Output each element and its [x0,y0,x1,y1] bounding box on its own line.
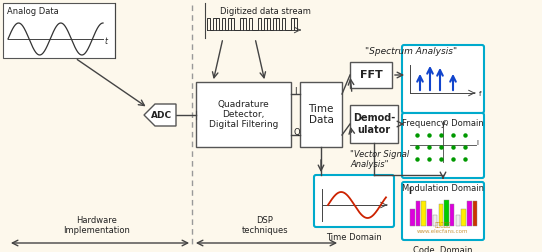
Text: Time Domain: Time Domain [326,233,382,242]
Text: 电子发烧友
www.elecfans.com: 电子发烧友 www.elecfans.com [417,223,469,234]
Text: I: I [409,187,411,197]
Bar [444,200,449,226]
Bar [438,204,443,226]
Bar [467,201,472,226]
Bar [350,62,392,88]
Text: FFT: FFT [360,70,382,80]
Polygon shape [144,104,176,126]
Text: Code  Domain: Code Domain [413,246,473,252]
Text: f: f [479,91,481,97]
Text: ADC: ADC [151,110,172,119]
Text: I: I [476,140,478,146]
Text: Modulation Domain: Modulation Domain [402,184,484,193]
Bar [473,201,477,226]
Text: Digitized data stream: Digitized data stream [220,7,311,16]
Text: "Vector Signal
Analysis": "Vector Signal Analysis" [350,150,409,169]
Text: Hardware
Implementation: Hardware Implementation [63,216,131,235]
Bar [300,82,342,147]
Text: t: t [105,38,108,47]
Text: Q: Q [442,120,448,126]
Bar [427,209,431,226]
Text: Quadrature
Detector,
Digital Filtering: Quadrature Detector, Digital Filtering [209,100,278,129]
Bar [350,105,398,143]
Bar [416,201,420,226]
Text: DSP
techniques: DSP techniques [242,216,288,235]
Text: Analog Data: Analog Data [7,7,59,16]
Text: Demod-
ulator: Demod- ulator [353,113,395,135]
Bar [433,215,437,226]
Text: "Spectrum Analysis": "Spectrum Analysis" [365,47,457,56]
Text: I: I [294,87,296,97]
Bar [461,209,466,226]
FancyBboxPatch shape [402,113,484,178]
FancyBboxPatch shape [402,45,484,113]
Bar [450,204,454,226]
Text: Q: Q [294,129,301,138]
FancyBboxPatch shape [314,175,394,227]
Bar [410,209,415,226]
Bar [196,82,291,147]
Bar [421,201,426,226]
Bar [456,215,460,226]
FancyBboxPatch shape [402,182,484,240]
Bar [3,3,115,58]
Text: Frequency  Domain: Frequency Domain [402,119,484,128]
Text: Time
Data: Time Data [308,104,334,125]
